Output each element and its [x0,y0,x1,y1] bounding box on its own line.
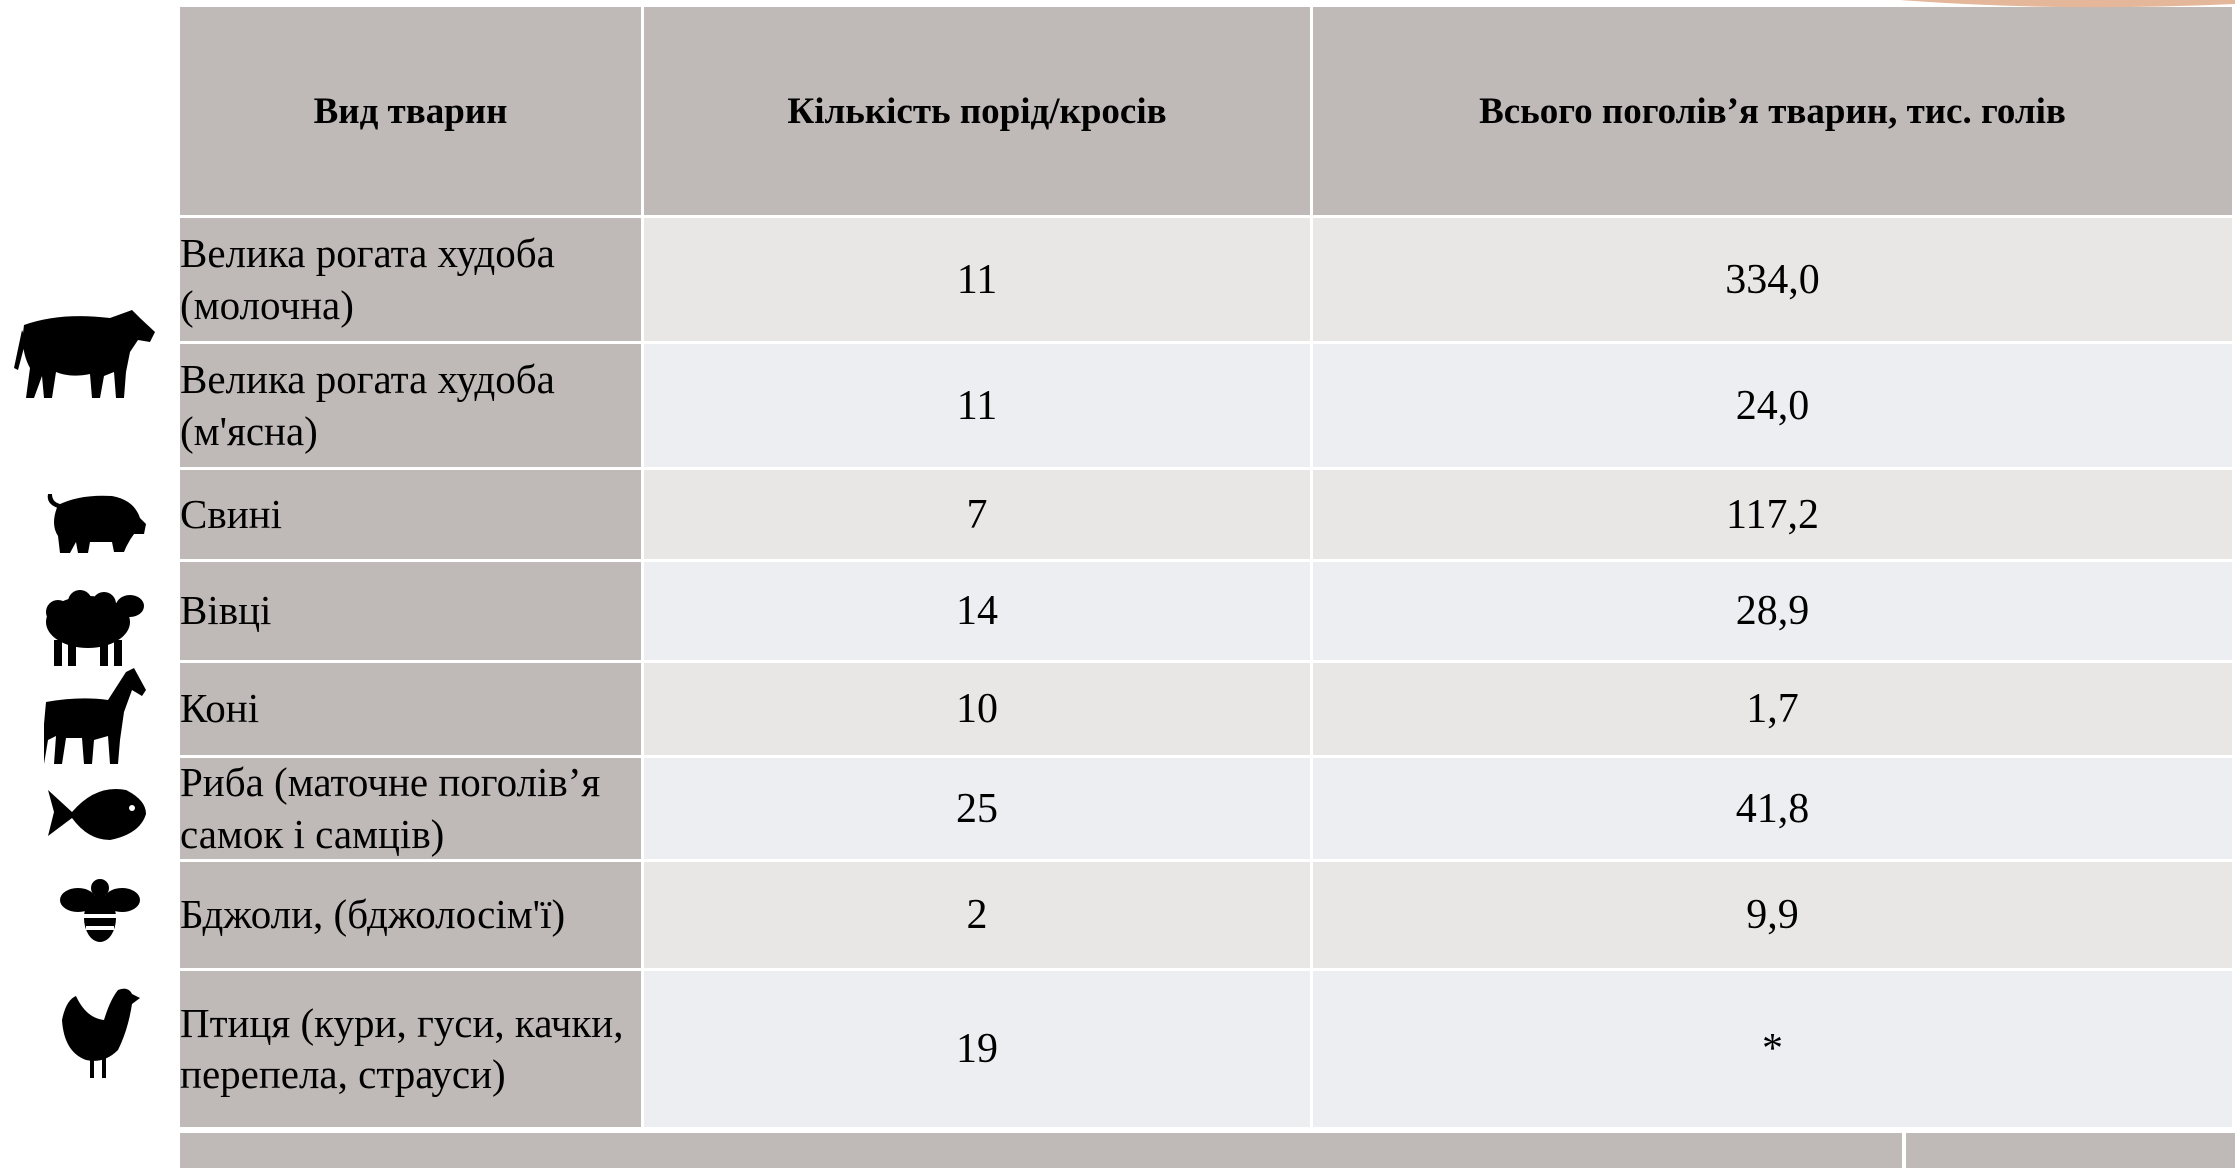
row-label: Коні [180,663,641,755]
table-cell: 19 [644,971,1310,1127]
fish-icon [48,788,146,840]
table-cell: 2 [644,862,1310,968]
header-cell: Вид тварин [180,7,641,215]
cow-icon [14,310,155,398]
footer-strip [180,1133,1902,1168]
table-cell: 14 [644,562,1310,660]
row-label: Велика рогата худоба (м'ясна) [180,344,641,467]
table-cell: 11 [644,218,1310,341]
table-cell: 24,0 [1313,344,2232,467]
table-cell: 41,8 [1313,758,2232,859]
chicken-icon [62,988,140,1078]
table-cell: 9,9 [1313,862,2232,968]
row-label: Бджоли, (бджолосім'ї) [180,862,641,968]
footer-strip [1906,1133,2235,1168]
table-cell: 334,0 [1313,218,2232,341]
table-cell: 7 [644,470,1310,559]
row-label: Вівці [180,562,641,660]
row-label: Риба (маточне поголів’я самок і самців) [180,758,641,859]
row-label: Велика рогата худоба (молочна) [180,218,641,341]
table-cell: 117,2 [1313,470,2232,559]
horse-icon [44,668,146,764]
sheep-icon [46,590,144,666]
table-cell: 28,9 [1313,562,2232,660]
row-label: Птиця (кури, гуси, качки, перепела, стра… [180,971,641,1127]
row-label: Свині [180,470,641,559]
table-cell: 10 [644,663,1310,755]
table-cell: 11 [644,344,1310,467]
header-cell: Кількість порід/кросів [644,7,1310,215]
table-cell: 25 [644,758,1310,859]
corner-decoration [1900,0,2235,8]
table-cell: * [1313,971,2232,1127]
header-cell: Всього поголів’я тварин, тис. голів [1313,7,2232,215]
bee-icon [60,879,140,942]
table-cell: 1,7 [1313,663,2232,755]
pig-icon [47,494,146,553]
